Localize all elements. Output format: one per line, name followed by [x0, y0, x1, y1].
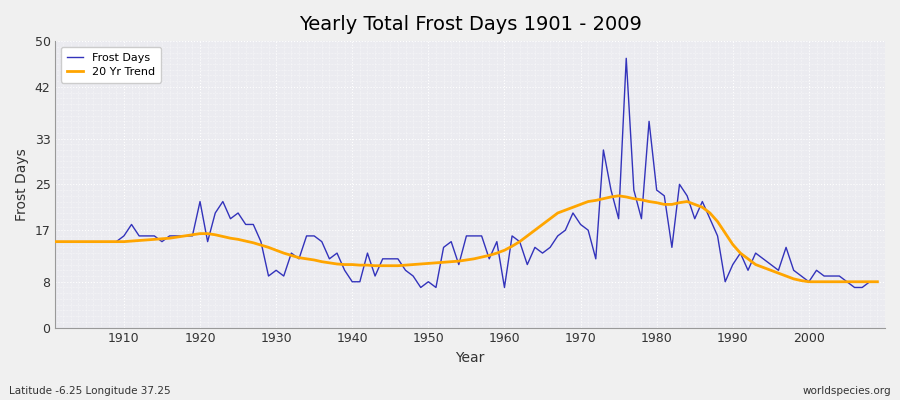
Frost Days: [324, 256, 335, 261]
Frost Days: [621, 56, 632, 61]
Frost Days: [50, 239, 61, 244]
Text: worldspecies.org: worldspecies.org: [803, 386, 891, 396]
Frost Days: [598, 148, 608, 152]
20 Yr Trend: [111, 239, 122, 244]
Line: Frost Days: Frost Days: [56, 58, 878, 288]
Legend: Frost Days, 20 Yr Trend: Frost Days, 20 Yr Trend: [61, 47, 161, 83]
20 Yr Trend: [613, 194, 624, 198]
Frost Days: [507, 234, 517, 238]
20 Yr Trend: [491, 251, 502, 256]
X-axis label: Year: Year: [455, 351, 485, 365]
20 Yr Trend: [590, 198, 601, 203]
20 Yr Trend: [872, 279, 883, 284]
20 Yr Trend: [50, 239, 61, 244]
Frost Days: [500, 285, 510, 290]
Frost Days: [111, 239, 122, 244]
20 Yr Trend: [804, 279, 814, 284]
20 Yr Trend: [278, 251, 289, 256]
20 Yr Trend: [324, 260, 335, 265]
Title: Yearly Total Frost Days 1901 - 2009: Yearly Total Frost Days 1901 - 2009: [299, 15, 642, 34]
Line: 20 Yr Trend: 20 Yr Trend: [56, 196, 878, 282]
Y-axis label: Frost Days: Frost Days: [15, 148, 29, 221]
Frost Days: [415, 285, 426, 290]
20 Yr Trend: [500, 248, 510, 253]
Frost Days: [278, 274, 289, 278]
Text: Latitude -6.25 Longitude 37.25: Latitude -6.25 Longitude 37.25: [9, 386, 171, 396]
Frost Days: [872, 279, 883, 284]
